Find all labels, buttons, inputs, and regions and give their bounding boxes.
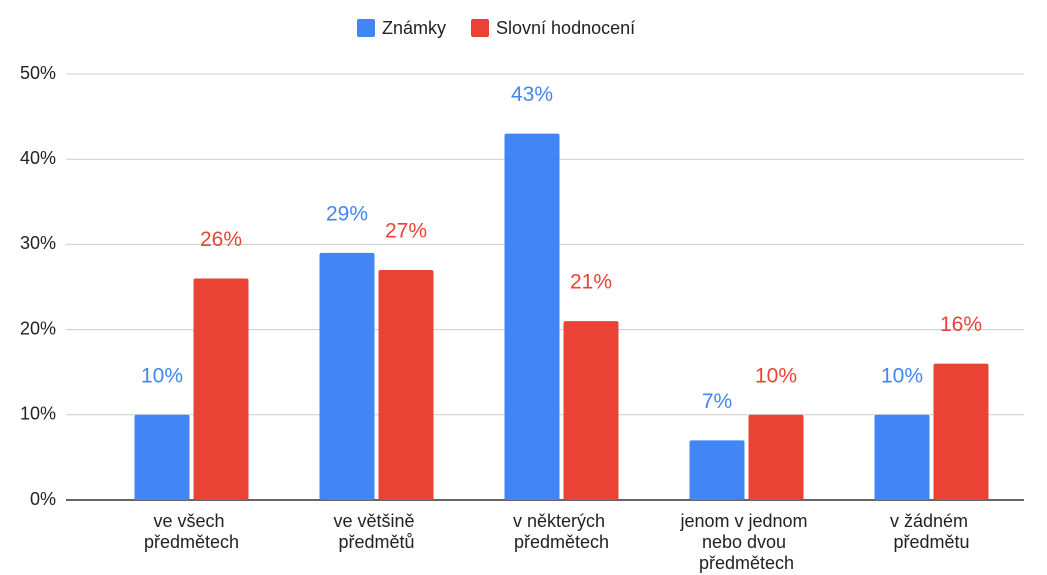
y-tick-label: 10% [20,404,56,424]
data-label: 26% [200,228,242,251]
y-tick-label: 0% [30,489,56,509]
bar [504,133,560,500]
bar [319,252,375,500]
y-tick-label: 20% [20,318,56,338]
bar [193,278,249,500]
x-tick-label: ve většině předmětů [333,511,419,552]
bar [748,414,804,500]
y-tick-label: 50% [20,63,56,83]
bar [134,414,190,500]
legend-label: Slovní hodnocení [496,18,635,38]
legend-swatch [357,19,375,37]
data-label: 43% [511,83,553,106]
data-label: 21% [570,271,612,294]
x-tick-label: jenom v jednom nebo dvou předmětech [679,511,812,573]
x-tick-label: v žádném předmětu [890,511,973,552]
x-tick-label: v některých předmětech [513,511,610,552]
legend-swatch [471,19,490,37]
x-tick-label: ve všech předmětech [144,511,239,552]
data-label: 29% [326,202,368,225]
data-label: 16% [940,313,982,336]
legend-label: Známky [382,18,446,38]
data-label: 10% [881,364,923,387]
data-label: 10% [141,364,183,387]
bar [563,321,619,500]
data-label: 7% [702,390,732,413]
bar [689,440,745,500]
bar [933,363,989,500]
y-tick-label: 30% [20,233,56,253]
y-tick-label: 40% [20,148,56,168]
bar [378,269,434,500]
bar [874,414,930,500]
data-label: 27% [385,220,427,243]
data-label: 10% [755,364,797,387]
